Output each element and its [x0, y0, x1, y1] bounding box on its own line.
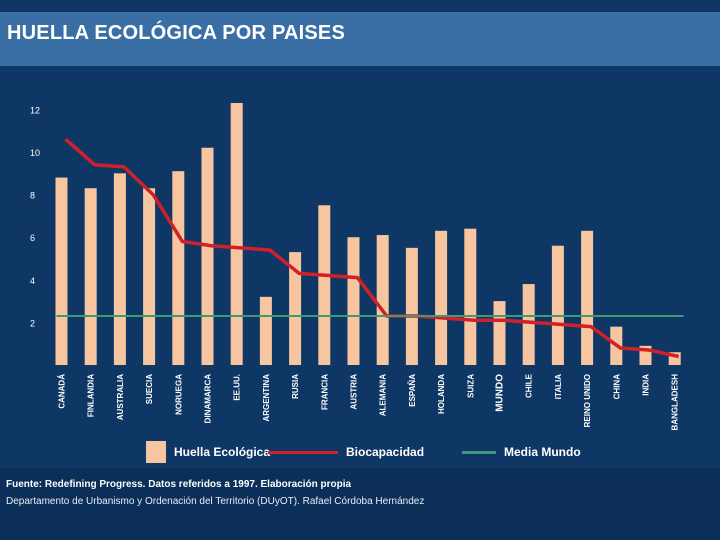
legend-footprint: Huella Ecológica — [146, 440, 270, 464]
bar-ee-uu- — [230, 103, 243, 365]
bar-canadá — [55, 177, 68, 365]
legend-world-swatch — [462, 450, 496, 454]
legend-footprint-label: Huella Ecológica — [174, 445, 271, 459]
x-tick-label: EE.UU. — [233, 374, 242, 401]
x-tick-label: RUSIA — [291, 374, 300, 399]
x-tick-label: ARGENTINA — [262, 374, 271, 422]
x-tick-label: ESPAÑA — [408, 374, 417, 407]
y-tick-label: 10 — [30, 148, 40, 158]
bar-chart: 2 4 6 8 10 12 CANADÁ FINLANDIA AUSTRALIA SUECIA NO… — [30, 103, 684, 431]
y-tick-label: 2 — [30, 318, 35, 328]
x-tick-label: FINLANDIA — [87, 374, 96, 417]
legend-footprint-swatch — [146, 441, 166, 463]
bar-suiza — [464, 228, 477, 365]
y-tick-label: 8 — [30, 191, 35, 201]
bar-francia — [318, 205, 331, 365]
bar-reino-unido — [581, 230, 594, 365]
legend-world: Media Mundo — [462, 440, 581, 464]
x-tick-label: AUSTRIA — [350, 374, 359, 410]
title-bar: HUELLA ECOLÓGICA POR PAISES — [0, 12, 720, 66]
x-tick-label: ITALIA — [554, 374, 563, 399]
bar-chile — [522, 284, 535, 365]
bar-alemania — [376, 235, 389, 365]
x-tick-label: HOLANDA — [437, 374, 446, 414]
y-tick-label: 4 — [30, 276, 35, 286]
bar-rusia — [289, 252, 302, 365]
legend-biocapacity: Biocapacidad — [268, 440, 424, 464]
bar-holanda — [435, 230, 448, 365]
x-tick-label: CANADÁ — [58, 374, 67, 409]
x-tick-label: NORUEGA — [174, 374, 183, 415]
legend-world-label: Media Mundo — [504, 445, 581, 459]
x-tick-label: DINAMARCA — [204, 374, 213, 424]
bar-mundo — [493, 301, 506, 365]
x-tick-label: SUECIA — [145, 374, 154, 404]
series-line-biocapacidad — [64, 137, 680, 359]
department-credit: Departamento de Urbanismo y Ordenación d… — [6, 496, 425, 507]
y-tick-label: 6 — [30, 233, 35, 243]
x-tick-label: INDIA — [642, 374, 651, 396]
source-note: Fuente: Redefining Progress. Datos refer… — [6, 479, 352, 490]
legend-biocapacity-swatch — [268, 450, 338, 454]
bar-australia — [113, 173, 126, 365]
x-tick-label: REINO UNIDO — [583, 374, 592, 427]
bar-austria — [347, 237, 360, 365]
y-tick-label: 12 — [30, 105, 40, 115]
bar-suecia — [143, 188, 156, 365]
x-tick-label: CHINA — [612, 374, 621, 400]
bar-argentina — [259, 296, 272, 365]
x-tick-label: ALEMANIA — [379, 374, 388, 416]
x-tick-label: MUNDO — [495, 374, 506, 412]
x-tick-label: FRANCIA — [320, 374, 329, 410]
footer: Fuente: Redefining Progress. Datos refer… — [0, 468, 720, 540]
legend-biocapacity-label: Biocapacidad — [346, 445, 425, 459]
x-tick-label: CHILE — [525, 373, 534, 398]
bar-dinamarca — [201, 147, 214, 365]
x-tick-label: AUSTRALIA — [116, 374, 125, 420]
page-title: HUELLA ECOLÓGICA POR PAISES — [7, 22, 346, 44]
bar-finlandia — [84, 188, 97, 365]
bar-españa — [405, 247, 418, 365]
bar-italia — [551, 245, 564, 365]
x-tick-label: SUIZA — [466, 374, 475, 398]
x-tick-label: BANGLADESH — [671, 374, 680, 431]
bar-noruega — [172, 171, 185, 365]
